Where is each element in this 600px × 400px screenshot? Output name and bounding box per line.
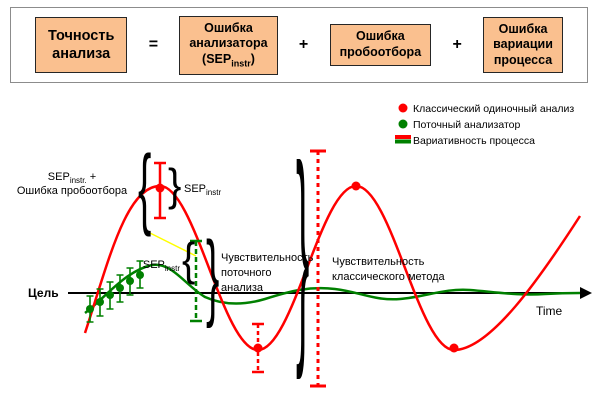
classical-dot [253,343,263,353]
online-dot [126,277,134,285]
formula-term-accuracy: Точность анализа [35,16,128,74]
analyzer-sep-line: (SEPinstr) [202,51,255,69]
legend-variability-red-dash-icon [395,135,411,139]
brace-total-error: { [138,137,151,238]
formula-term-sampling-error: Ошибка пробоотбора [329,24,432,66]
target-label: Цель [28,286,59,300]
analyzer-line1: Ошибка [204,20,253,35]
classical-sensitivity-label-line2: классического метода [332,271,445,283]
plus-sign-1: + [298,36,309,53]
process-line1: Ошибка [498,21,548,36]
sampling-line1: Ошибка [355,29,405,44]
process-line2: вариации [493,37,553,52]
analyzer-line2: анализатора [189,36,268,51]
sep-plus-sampling-label-line2: Ошибка пробоотбора [17,185,128,197]
axis-arrow-icon [580,287,592,299]
online-dot [106,291,114,299]
brace-sep-green: { [182,234,195,285]
sep-instr-label-online: SEPinstr [143,259,180,273]
online-sensitivity-label-line2: поточного [221,267,271,279]
online-sensitivity-label-line1: Чувствительность [221,252,314,264]
accuracy-line2: анализа [52,46,111,62]
yellow-callout-line [149,232,197,257]
classical-dots [155,181,459,353]
legend: Классический одиночный анализ Поточный а… [395,103,574,147]
time-label: Time [536,304,563,318]
formula-panel: Точность анализа = Ошибка анализатора (S… [10,7,588,83]
classical-dot [351,181,361,191]
brace-sep-red: } [168,160,181,210]
legend-classical-label: Классический одиночный анализ [413,103,574,115]
legend-variability-label: Вариативность процесса [413,135,535,147]
classical-dot [449,343,459,353]
brace-classical-sensitivity: } [296,117,309,381]
online-dot [96,298,104,306]
process-chart: Цель Time [17,103,592,388]
legend-online-dot-icon [398,119,408,129]
process-line3: процесса [493,52,553,67]
classical-sensitivity-bar [310,149,326,388]
legend-classical-dot-icon [398,103,408,113]
classical-sensitivity-label-line1: Чувствительность [332,256,425,268]
formula-term-analyzer-error: Ошибка анализатора (SEPinstr) [179,15,278,75]
legend-online-label: Поточный анализатор [413,119,520,131]
online-analyzer-curve [84,263,581,314]
sampling-line2: пробоотбора [339,45,422,59]
online-sep-bar [190,239,202,323]
accuracy-line1: Точность [48,27,115,44]
online-dot [116,284,124,292]
plus-sign-2: + [452,36,462,53]
sep-plus-sampling-label-line1: SEPinstr. + [48,171,96,185]
online-error-bars [86,260,144,323]
sep-instr-label-classical: SEPinstr [184,183,221,197]
formula-term-process-variation: Ошибка вариации процесса [483,16,563,74]
online-dot [86,305,94,313]
brace-online-sensitivity: } [206,221,219,329]
classical-dot [155,183,165,193]
legend-variability-green-dash-icon [395,139,411,144]
equals-sign: = [148,36,159,53]
online-dots [86,271,144,313]
online-sensitivity-label-line3: анализа [221,282,264,294]
online-dot [136,271,144,279]
